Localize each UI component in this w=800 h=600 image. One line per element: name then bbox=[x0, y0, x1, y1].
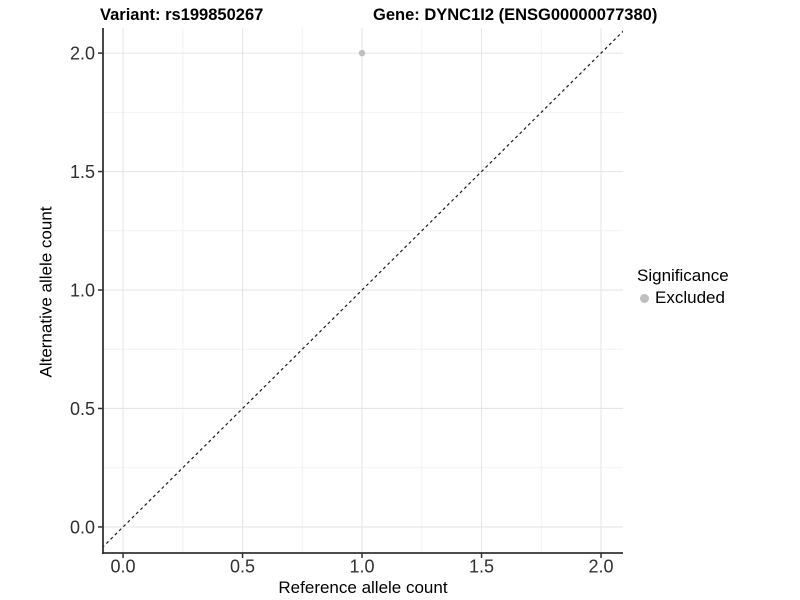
gene-title: Gene: DYNC1I2 (ENSG00000077380) bbox=[373, 6, 658, 24]
legend-item-excluded: Excluded bbox=[637, 289, 729, 308]
identity-dashed-line bbox=[103, 30, 623, 548]
y-tick-label: 1.0 bbox=[70, 281, 95, 301]
x-tick-label: 1.5 bbox=[469, 557, 494, 577]
x-tick-label: 0.5 bbox=[230, 557, 255, 577]
variant-title: Variant: rs199850267 bbox=[100, 6, 264, 24]
data-point-excluded bbox=[358, 49, 366, 57]
y-tick-label: 1.5 bbox=[70, 162, 95, 182]
y-tick-label: 0.5 bbox=[70, 399, 95, 419]
x-axis-title: Reference allele count bbox=[278, 578, 448, 597]
y-axis-title: Alternative allele count bbox=[36, 206, 56, 378]
excluded-point-icon bbox=[640, 294, 649, 304]
y-tick-label: 0.0 bbox=[70, 517, 95, 537]
legend: Significance Excluded bbox=[637, 265, 729, 308]
x-tick-label: 1.0 bbox=[350, 557, 375, 577]
legend-item-label: Excluded bbox=[655, 288, 725, 308]
x-tick-label: 0.0 bbox=[111, 557, 136, 577]
x-tick-label: 2.0 bbox=[588, 557, 613, 577]
y-tick-label: 2.0 bbox=[70, 44, 95, 64]
legend-title: Significance bbox=[637, 266, 729, 285]
